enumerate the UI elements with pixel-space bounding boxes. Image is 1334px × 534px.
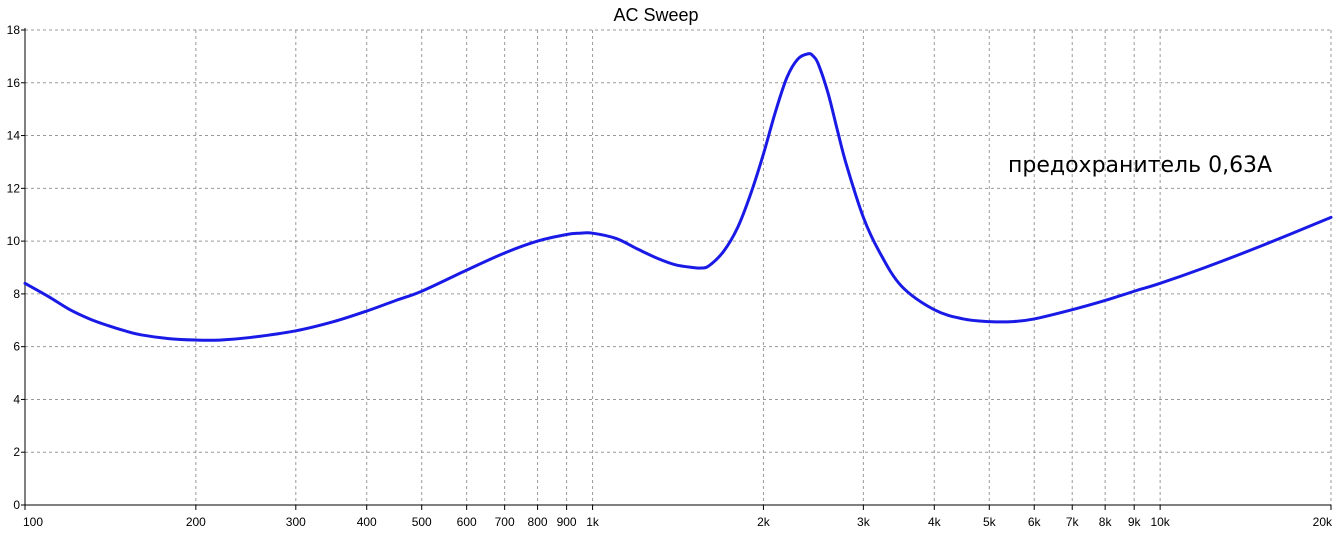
x-tick-label: 100 <box>23 515 43 529</box>
y-tick-label: 0 <box>13 498 20 512</box>
y-tick-labels: 0 2 4 6 8 10 12 14 16 18 <box>7 23 21 512</box>
y-tick-label: 2 <box>13 445 20 459</box>
chart-title: AC Sweep <box>613 5 698 25</box>
series-group <box>23 52 1333 342</box>
x-tick-label: 400 <box>357 515 377 529</box>
y-tick-label: 14 <box>7 129 21 143</box>
x-tick-label: 5k <box>983 515 997 529</box>
x-tick-label: 4k <box>928 515 942 529</box>
y-tick-label: 12 <box>7 181 21 195</box>
x-tick-label: 7k <box>1066 515 1080 529</box>
x-tick-label: 200 <box>186 515 206 529</box>
x-tick-label: 600 <box>457 515 477 529</box>
x-tick-label: 6k <box>1028 515 1042 529</box>
x-tick-label: 10k <box>1150 515 1170 529</box>
x-tick-label: 300 <box>286 515 306 529</box>
x-tick-label: 800 <box>528 515 548 529</box>
x-tick-labels: 100 200 300 400 500 600 700 800 900 1k 2k 3k 4k 5k 6k 7… <box>23 515 1333 529</box>
series-line <box>23 52 1333 342</box>
y-tick-label: 16 <box>7 76 21 90</box>
x-tick-label: 2k <box>757 515 771 529</box>
axes <box>21 28 1332 510</box>
x-tick-label: 3k <box>857 515 871 529</box>
x-tick-label: 700 <box>495 515 515 529</box>
x-tick-label: 500 <box>412 515 432 529</box>
x-tick-label: 8k <box>1099 515 1113 529</box>
y-tick-label: 18 <box>7 23 21 37</box>
x-tick-label: 900 <box>557 515 577 529</box>
x-tick-label: 20k <box>1313 515 1333 529</box>
y-tick-label: 8 <box>13 287 20 301</box>
chart-annotation: предохранитель 0,63A <box>1008 153 1272 178</box>
y-tick-label: 4 <box>13 392 20 406</box>
x-tick-label: 9k <box>1128 515 1142 529</box>
x-tick-label: 1k <box>586 515 600 529</box>
grid <box>25 29 1332 505</box>
y-tick-label: 6 <box>13 340 20 354</box>
y-tick-label: 10 <box>7 234 21 248</box>
